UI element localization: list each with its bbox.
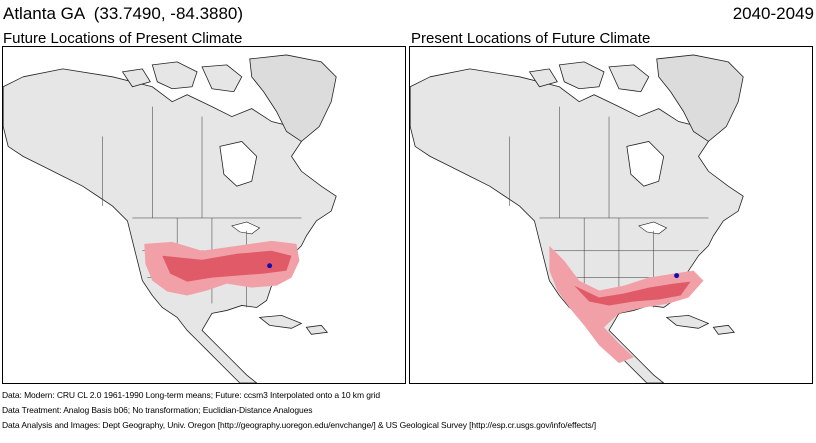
map-canvas-left (3, 54, 337, 383)
location-title: Atlanta GA (33.7490, -84.3880) (3, 4, 244, 23)
hudson-bay (219, 141, 258, 187)
footer-data-source: Data: Modern: CRU CL 2.0 1961-1990 Long-… (2, 390, 380, 400)
great-lakes (638, 221, 668, 235)
analog-regions (549, 245, 704, 364)
footer-credits: Data Analysis and Images: Dept Geography… (2, 420, 597, 430)
location-marker (267, 263, 273, 269)
future-locations-map (2, 46, 406, 384)
landmass (3, 54, 337, 383)
political-borders (509, 106, 709, 308)
footer-data-treatment: Data Treatment: Analog Basis b06; No tra… (2, 405, 313, 415)
right-panel-title: Present Locations of Future Climate (411, 30, 651, 47)
hudson-bay (626, 141, 665, 187)
period-label: 2040-2049 (732, 4, 814, 23)
left-panel-title: Future Locations of Present Climate (3, 30, 243, 47)
landmass (410, 54, 744, 383)
location-marker (674, 273, 680, 279)
present-locations-map (409, 46, 813, 384)
analog-regions (144, 240, 300, 296)
map-canvas-right (410, 54, 744, 383)
great-lakes (231, 221, 261, 235)
